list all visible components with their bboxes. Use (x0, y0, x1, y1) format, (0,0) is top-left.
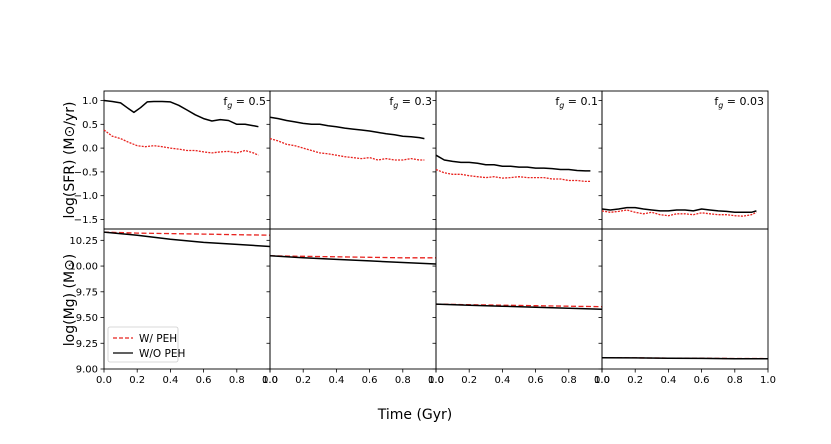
x-tick-label: 0.8 (395, 375, 411, 386)
x-tick-label: 0.6 (694, 375, 710, 386)
series-line-w-peh (601, 209, 757, 217)
x-tick-label: 1.0 (262, 375, 278, 386)
series-line-wo-peh (601, 206, 757, 214)
y-tick-label: 9.25 (76, 339, 98, 350)
legend-label-w-peh: W/ PEH (139, 333, 177, 345)
series-line-wo-peh (435, 303, 603, 311)
x-tick-label: 0.2 (129, 375, 145, 386)
y-tick-label: 9.50 (76, 313, 98, 324)
panel-frame (269, 228, 437, 370)
series-line-w-peh (435, 168, 591, 183)
panel-frame (601, 228, 769, 370)
panel-3-mg: 0.0 0.2 0.4 0.6 0.8 1.0 (428, 228, 610, 386)
x-tick-label: 0.4 (328, 375, 344, 386)
panel-2-sfr: fg = 0.3 (266, 90, 437, 230)
y-tick-label: −0.5 (74, 167, 98, 178)
series-line-w-peh (269, 137, 425, 161)
x-tick-label: 0.0 (428, 375, 444, 386)
series-line-wo-peh (103, 231, 271, 248)
x-tick-label: 0.0 (262, 375, 278, 386)
panel-frame (435, 228, 603, 370)
x-tick-label: 0.2 (295, 375, 311, 386)
x-tick-label: 0.2 (461, 375, 477, 386)
panel-annotation: fg = 0.1 (555, 95, 598, 110)
x-tick-label: 1.0 (760, 375, 776, 386)
panel-4-mg: 0.0 0.2 0.4 0.6 0.8 1.0 (594, 228, 776, 386)
y-tick-label: 1.0 (82, 96, 98, 107)
y-tick-label: 10.00 (69, 262, 98, 273)
y-tick-label: 0.5 (82, 120, 98, 131)
panel-annotation: fg = 0.3 (389, 95, 432, 110)
legend: W/ PEH W/O PEH (107, 326, 185, 363)
panel-frame (435, 90, 603, 230)
x-tick-label: 0.0 (594, 375, 610, 386)
series-line-wo-peh (269, 116, 425, 140)
x-tick-label: 0.2 (627, 375, 643, 386)
x-tick-label: 0.4 (162, 375, 178, 386)
x-tick-label: 1.0 (428, 375, 444, 386)
series-line-w-peh (269, 255, 436, 259)
x-tick-label: 1.0 (594, 375, 610, 386)
x-tick-label: 0.4 (660, 375, 676, 386)
y-tick-label: −1.0 (74, 191, 98, 202)
panel-1-sfr: 1.0 0.5 0.0 −0.5 −1.0 −1.5 fg = 0.5 (74, 90, 271, 230)
panel-3-sfr: fg = 0.1 (432, 90, 603, 230)
panel-2-mg: 0.0 0.2 0.4 0.6 0.8 1.0 (262, 228, 444, 386)
y-tick-label: 9.00 (76, 365, 98, 376)
y-axis-title-sfr: log(SFR) (M⊙/yr) (62, 102, 78, 219)
legend-label-wo-peh: W/O PEH (139, 348, 185, 360)
x-tick-label: 0.0 (96, 375, 112, 386)
y-axis-title-gas-mass: log(Mg) (M⊙) (62, 254, 78, 346)
panels-layer: 1.0 0.5 0.0 −0.5 −1.0 −1.5 fg = 0.5 10.25 10.00 9… (69, 90, 776, 386)
panel-annotation: fg = 0.03 (714, 95, 764, 110)
series-line-wo-peh (103, 99, 259, 128)
x-axis-title: Time (Gyr) (377, 407, 453, 423)
series-line-wo-peh (601, 356, 768, 360)
x-tick-label: 0.4 (494, 375, 510, 386)
x-tick-label: 0.8 (561, 375, 577, 386)
series-line-wo-peh (269, 255, 437, 265)
y-tick-label: −1.5 (74, 215, 98, 226)
x-tick-label: 0.6 (362, 375, 378, 386)
x-tick-label: 0.8 (229, 375, 245, 386)
panel-annotation: fg = 0.5 (223, 95, 266, 110)
y-tick-label: 0.0 (82, 144, 98, 155)
series-line-w-peh (103, 129, 259, 156)
y-tick-label: 9.75 (76, 287, 98, 298)
panel-frame (269, 90, 437, 230)
panel-4-sfr: fg = 0.03 (598, 90, 769, 230)
series-line-w-peh (103, 231, 271, 236)
y-tick-label: 10.25 (69, 236, 98, 247)
series-line-wo-peh (435, 154, 591, 172)
x-tick-label: 0.6 (528, 375, 544, 386)
x-tick-label: 0.6 (196, 375, 212, 386)
x-tick-label: 0.8 (727, 375, 743, 386)
panel-frame (103, 90, 271, 230)
series-line-w-peh (435, 303, 603, 308)
